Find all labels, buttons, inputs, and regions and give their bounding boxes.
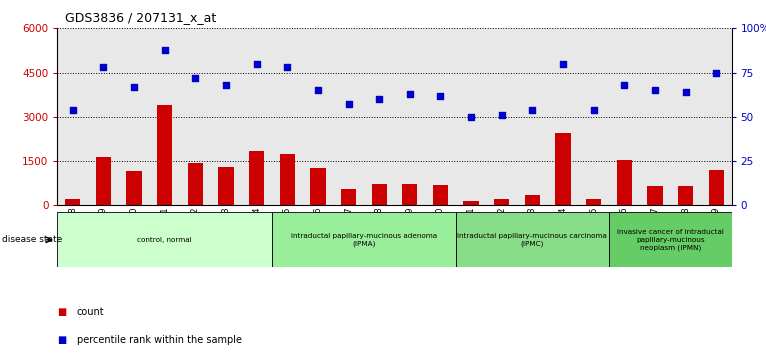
Point — [588, 107, 600, 113]
Point — [618, 82, 630, 88]
Bar — [555, 133, 571, 205]
Point — [496, 112, 508, 118]
Point — [97, 64, 110, 70]
Point — [557, 61, 569, 67]
Text: GDS3836 / 207131_x_at: GDS3836 / 207131_x_at — [65, 11, 216, 24]
Point — [434, 93, 447, 98]
Bar — [617, 160, 632, 205]
Point — [189, 75, 201, 81]
Point — [159, 47, 171, 52]
Bar — [494, 199, 509, 205]
Point — [281, 64, 293, 70]
Text: invasive cancer of intraductal
papillary-mucinous
neoplasm (IPMN): invasive cancer of intraductal papillary… — [617, 229, 724, 251]
Text: control, normal: control, normal — [137, 237, 192, 243]
Point — [526, 107, 538, 113]
Text: intraductal papillary-mucinous adenoma
(IPMA): intraductal papillary-mucinous adenoma (… — [291, 233, 437, 247]
Bar — [310, 169, 326, 205]
Bar — [709, 170, 724, 205]
Bar — [57, 212, 272, 267]
Bar — [272, 212, 456, 267]
Bar — [525, 195, 540, 205]
Bar — [402, 184, 417, 205]
Bar — [65, 199, 80, 205]
Bar — [586, 199, 601, 205]
Text: count: count — [77, 307, 104, 316]
Point — [220, 82, 232, 88]
Text: disease state: disease state — [2, 235, 62, 244]
Bar — [126, 171, 142, 205]
Bar — [249, 151, 264, 205]
Text: ■: ■ — [57, 335, 67, 345]
Point — [373, 96, 385, 102]
Bar — [433, 185, 448, 205]
Text: ■: ■ — [57, 307, 67, 316]
Bar — [188, 162, 203, 205]
Point — [649, 87, 661, 93]
Bar — [157, 105, 172, 205]
Point — [465, 114, 477, 120]
Point — [679, 89, 692, 95]
Point — [250, 61, 263, 67]
Bar — [647, 185, 663, 205]
Bar — [609, 212, 732, 267]
Bar — [280, 154, 295, 205]
Point — [312, 87, 324, 93]
Point — [710, 70, 722, 75]
Bar — [372, 184, 387, 205]
Text: intraductal papillary-mucinous carcinoma
(IPMC): intraductal papillary-mucinous carcinoma… — [457, 233, 607, 247]
Point — [404, 91, 416, 97]
Bar — [678, 186, 693, 205]
Bar — [218, 167, 234, 205]
Point — [342, 102, 355, 107]
Text: percentile rank within the sample: percentile rank within the sample — [77, 335, 241, 345]
Bar — [456, 212, 609, 267]
Bar — [341, 189, 356, 205]
Bar — [96, 156, 111, 205]
Point — [128, 84, 140, 90]
Bar — [463, 201, 479, 205]
Point — [67, 107, 79, 113]
